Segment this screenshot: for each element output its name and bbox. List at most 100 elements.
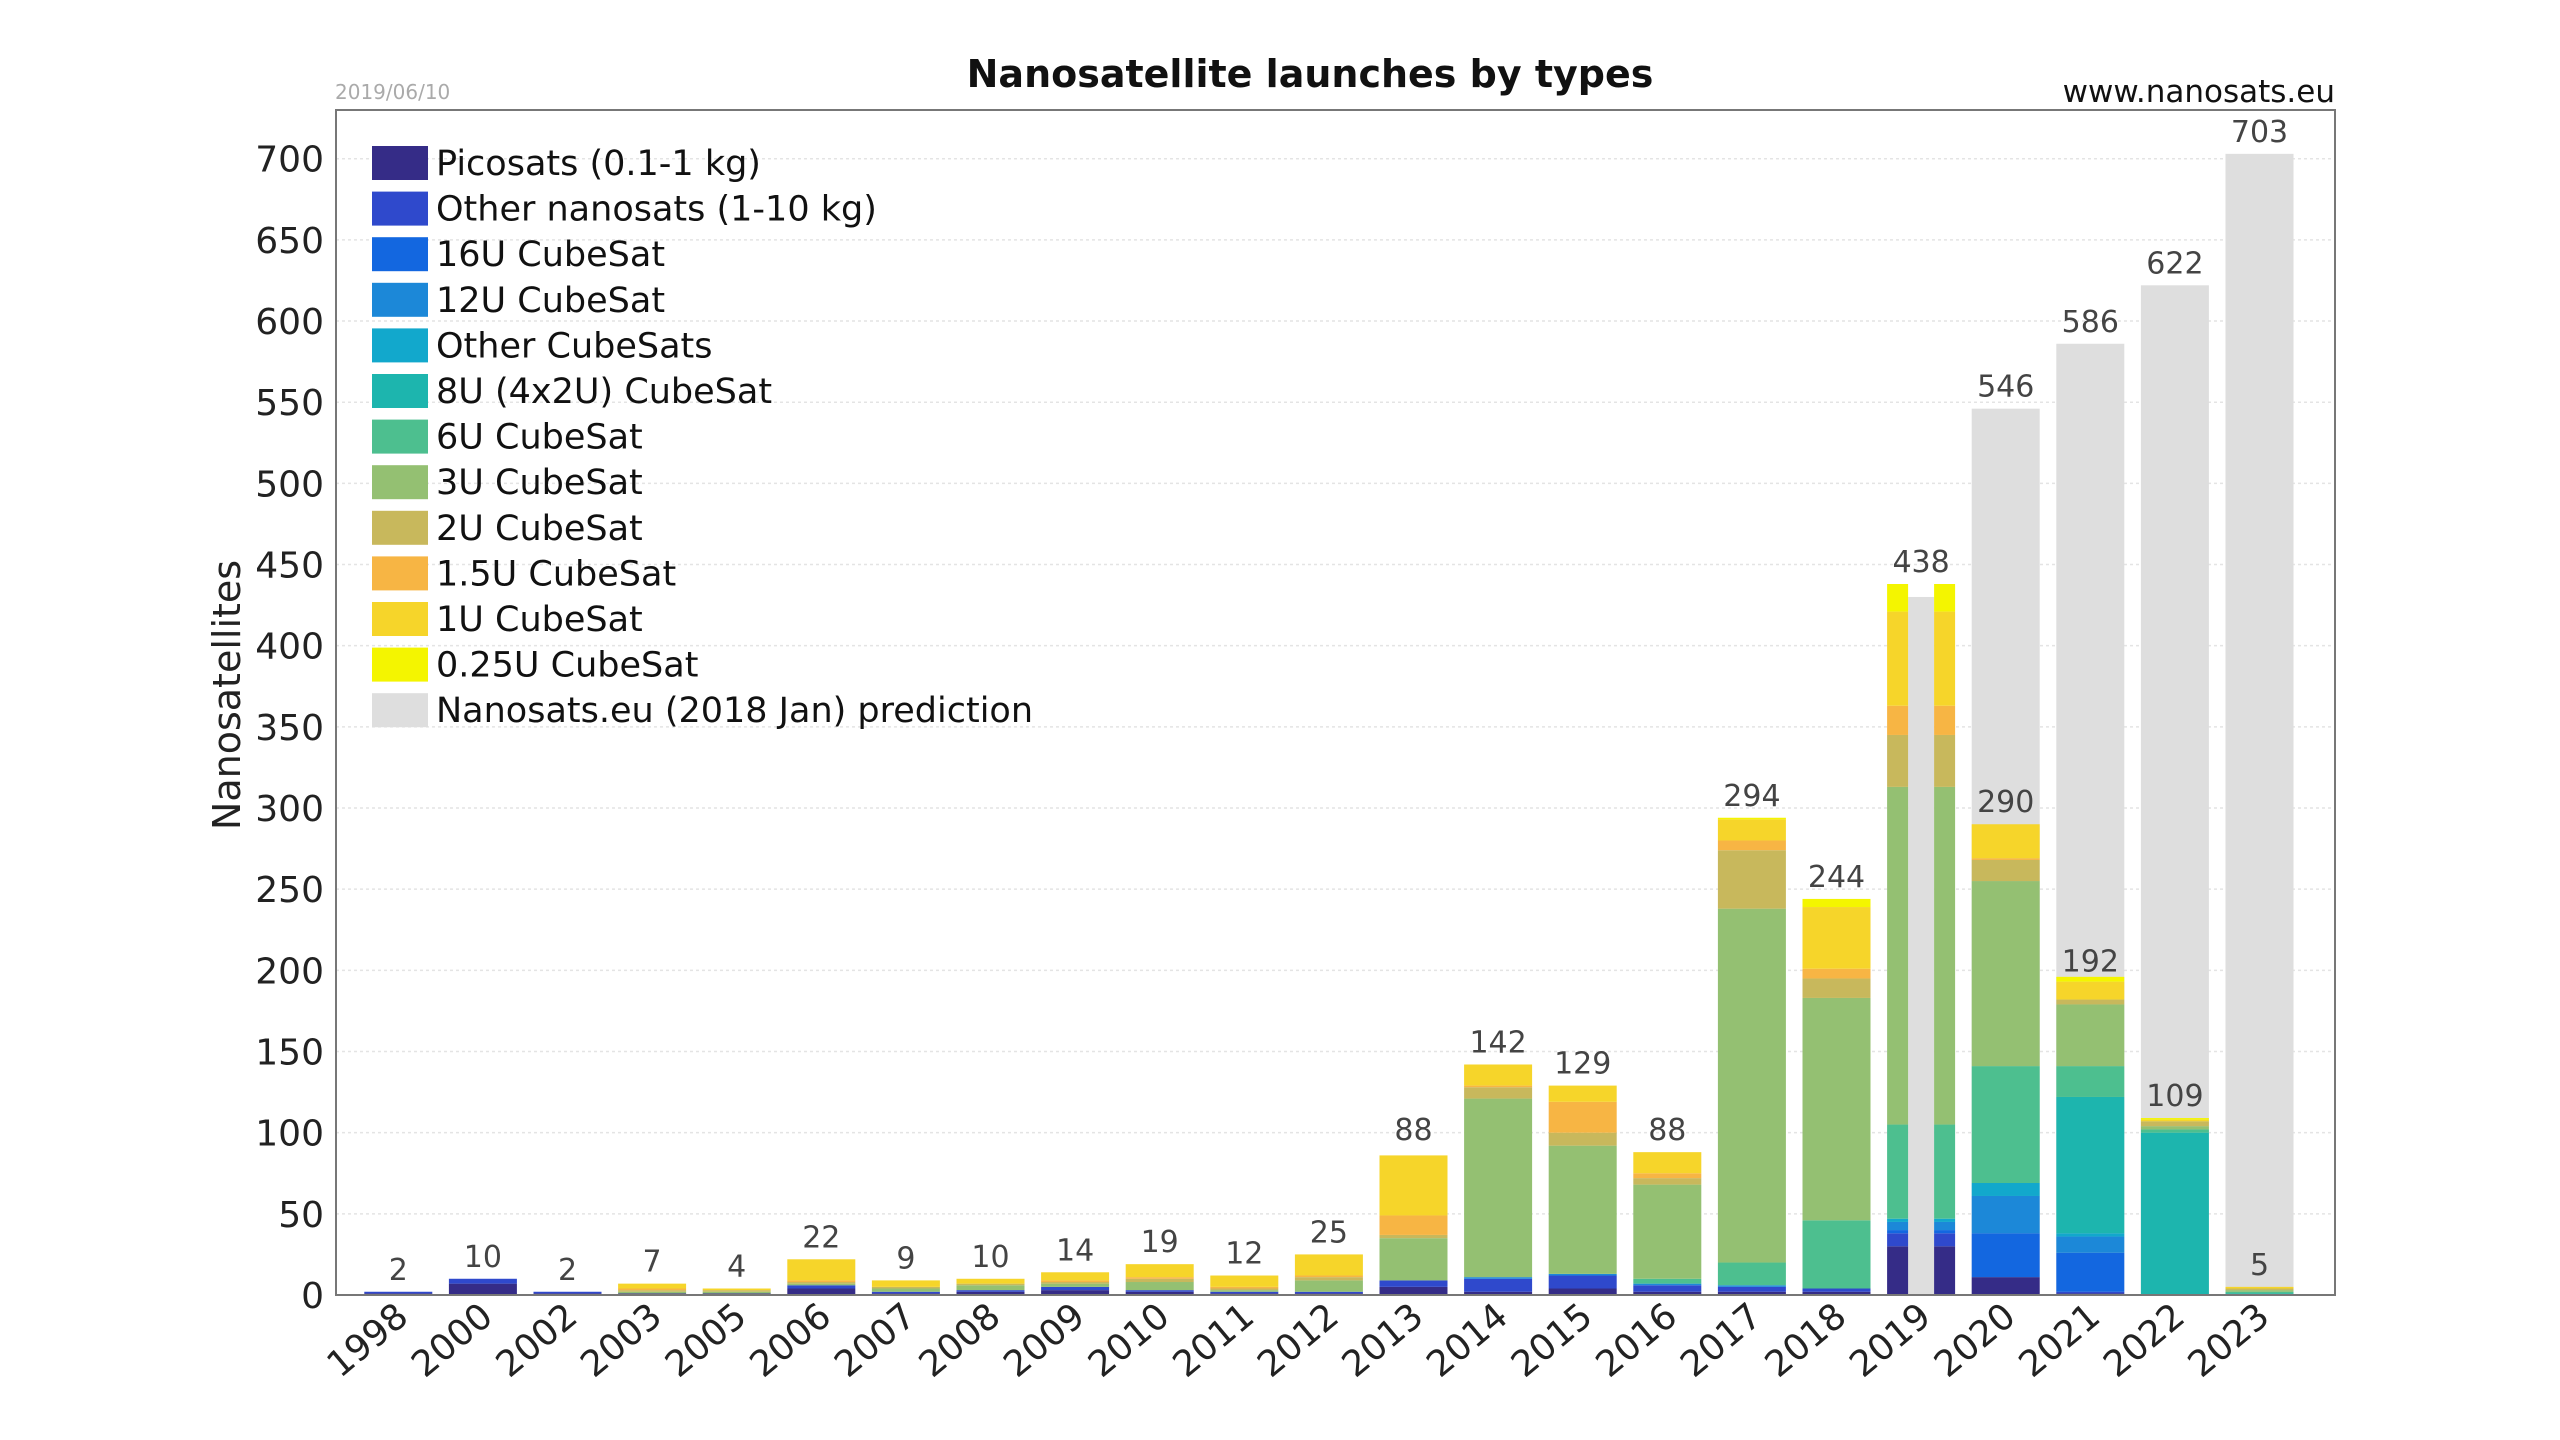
legend-label: 16U CubeSat (436, 235, 665, 275)
bar-segment (2140, 1129, 2209, 1133)
bar-segment (1887, 611, 1909, 706)
date-stamp: 2019/06/10 (335, 80, 450, 104)
bar-segment (1971, 858, 2040, 860)
total-data-label: 290 (1977, 785, 2034, 820)
bar-segment (787, 1280, 856, 1283)
prediction-data-label: 586 (2062, 305, 2119, 340)
bar-segment (1379, 1280, 1448, 1287)
chart-title: Nanosatellite launches by types (967, 52, 1654, 96)
bar-segment (2140, 1118, 2209, 1120)
bar-segment (1464, 1277, 1533, 1279)
legend-label: 1U CubeSat (436, 600, 643, 640)
legend-label: 8U (4x2U) CubeSat (436, 372, 772, 412)
legend-label: 1.5U CubeSat (436, 554, 676, 594)
bar-segment (1294, 1291, 1363, 1294)
bar-segment (1887, 705, 1909, 735)
bar-segment (1717, 1285, 1786, 1287)
bar-segment (618, 1290, 687, 1292)
bar-segment (1934, 734, 1956, 787)
bar-segment (1125, 1282, 1194, 1291)
bar-segment (1125, 1290, 1194, 1292)
bar-segment (1887, 584, 1909, 612)
bar-segment (2056, 1066, 2125, 1097)
bar-segment (1379, 1286, 1448, 1295)
bar-segment (1971, 824, 2040, 859)
bar-segment (1717, 908, 1786, 1263)
total-data-label: 10 (464, 1240, 502, 1275)
y-tick-label: 200 (255, 951, 324, 992)
bar-segment (1971, 1182, 2040, 1196)
total-data-label: 7 (643, 1245, 662, 1280)
bar-segment (2056, 976, 2125, 982)
legend-label: Other nanosats (1-10 kg) (436, 190, 877, 230)
bar-segment (2056, 999, 2125, 1005)
bar-segment (1210, 1275, 1279, 1287)
bar-segment (1717, 1291, 1786, 1295)
legend-swatch (372, 237, 428, 272)
bar-segment (1125, 1264, 1194, 1278)
bar-segment (2056, 1233, 2125, 1237)
bar-segment (1041, 1283, 1110, 1287)
bar-segment (1934, 1221, 1956, 1231)
legend-swatch (372, 328, 428, 363)
bar-segment (2056, 1252, 2125, 1292)
bar-segment (1971, 1195, 2040, 1234)
bar-segment (618, 1288, 687, 1291)
bar-segment (1548, 1288, 1617, 1295)
bar-segment (956, 1283, 1025, 1286)
prediction-data-label: 546 (1977, 370, 2034, 405)
bar-segment (1548, 1273, 1617, 1276)
total-data-label: 88 (1648, 1113, 1686, 1148)
prediction-bar (2225, 153, 2294, 1296)
bar-segment (1294, 1280, 1363, 1292)
bar-segment (1802, 1288, 1871, 1292)
plot-frame (335, 109, 2336, 1296)
bar-segment (1210, 1290, 1279, 1292)
bar-segment (2056, 1291, 2125, 1294)
legend-label: Nanosats.eu (2018 Jan) prediction (436, 691, 1033, 731)
bar-segment (2056, 1004, 2125, 1067)
bar-segment (1548, 1085, 1617, 1102)
bar-segment (2225, 1286, 2294, 1289)
total-data-label: 5 (2250, 1248, 2269, 1283)
total-data-label: 244 (1808, 860, 1865, 895)
total-data-label: 12 (1225, 1237, 1263, 1272)
bar-segment (1041, 1272, 1110, 1281)
total-data-label: 192 (2062, 944, 2119, 979)
legend-swatch (372, 419, 428, 454)
bar-segment (787, 1283, 856, 1286)
bar-segment (1934, 705, 1956, 735)
bar-segment (1294, 1277, 1363, 1281)
bar-segment (2140, 1119, 2209, 1122)
bar-segment (702, 1291, 771, 1294)
bar-segment (1887, 1246, 1909, 1295)
y-tick-label: 400 (255, 627, 324, 668)
bar-segment (1971, 1233, 2040, 1278)
bar-segment (1717, 840, 1786, 851)
legend-swatch (372, 556, 428, 591)
legend-swatch (372, 647, 428, 682)
bar-segment (1464, 1064, 1533, 1086)
y-axis-label: Nanosatellites (205, 560, 249, 830)
bar-segment (1379, 1238, 1448, 1281)
total-data-label: 142 (1469, 1025, 1526, 1060)
bar-segment (1934, 786, 1956, 1125)
total-data-label: 88 (1394, 1113, 1432, 1148)
bar-segment (1717, 850, 1786, 909)
bar-segment (1464, 1098, 1533, 1278)
total-data-label: 294 (1723, 779, 1780, 814)
bar-segment (1802, 907, 1871, 969)
bar-segment (1464, 1291, 1533, 1295)
bar-segment (1934, 1218, 1956, 1222)
bar-segment (702, 1290, 771, 1292)
bar-segment (1802, 997, 1871, 1221)
bar-segment (1294, 1275, 1363, 1278)
prediction-data-label: 703 (2231, 115, 2288, 150)
bar-segment (702, 1288, 771, 1291)
bar-segment (1934, 1124, 1956, 1219)
bar-segment (618, 1283, 687, 1289)
total-data-label: 109 (2146, 1079, 2203, 1114)
bar-segment (1125, 1278, 1194, 1283)
bar-segment (787, 1285, 856, 1289)
